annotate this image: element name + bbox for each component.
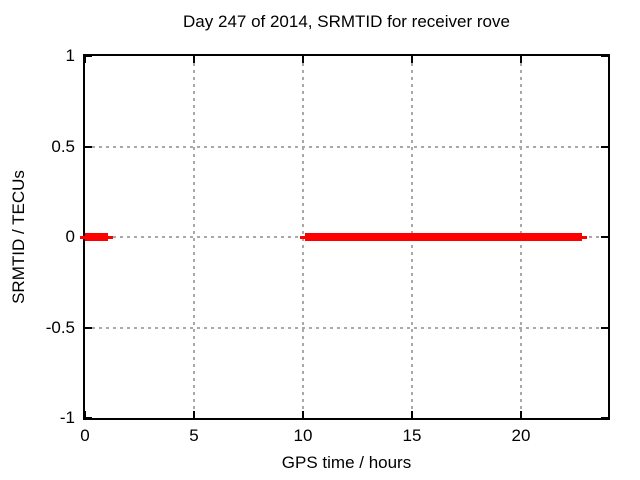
x-tick-label: 20: [511, 426, 531, 445]
x-tick-label: 0: [80, 426, 90, 445]
x-tick-bottom: [193, 411, 195, 418]
y-tick-left: [85, 146, 92, 148]
x-tick-bottom: [411, 411, 413, 418]
y-tick-right: [601, 55, 608, 57]
x-tick-top: [193, 56, 195, 63]
y-tick-left: [85, 55, 92, 57]
x-tick-label: 5: [189, 426, 199, 445]
x-tick-top: [520, 56, 522, 63]
y-tick-left: [85, 327, 92, 329]
x-tick-top: [411, 56, 413, 63]
y-tick-label: -0.5: [45, 318, 75, 337]
x-tick-label: 15: [402, 426, 422, 445]
x-axis-label: GPS time / hours: [281, 453, 412, 472]
y-tick-left: [85, 417, 92, 419]
y-tick-right: [601, 236, 608, 238]
y-tick-label: -1: [59, 408, 75, 427]
x-tick-top: [302, 56, 304, 63]
y-tick-right: [601, 417, 608, 419]
series-line: [85, 233, 108, 241]
y-tick-label: 1: [65, 46, 75, 65]
chart-title: Day 247 of 2014, SRMTID for receiver rov…: [183, 12, 510, 31]
x-tick-bottom: [302, 411, 304, 418]
x-tick-label: 10: [293, 426, 313, 445]
y-tick-label: 0: [65, 227, 75, 246]
y-tick-label: 0.5: [51, 137, 75, 156]
y-gridline: [85, 327, 608, 329]
y-tick-right: [601, 146, 608, 148]
x-tick-bottom: [520, 411, 522, 418]
x-tick-top: [84, 56, 86, 63]
y-tick-right: [601, 327, 608, 329]
x-tick-bottom: [84, 411, 86, 418]
series-line: [305, 233, 582, 241]
y-gridline: [85, 146, 608, 148]
